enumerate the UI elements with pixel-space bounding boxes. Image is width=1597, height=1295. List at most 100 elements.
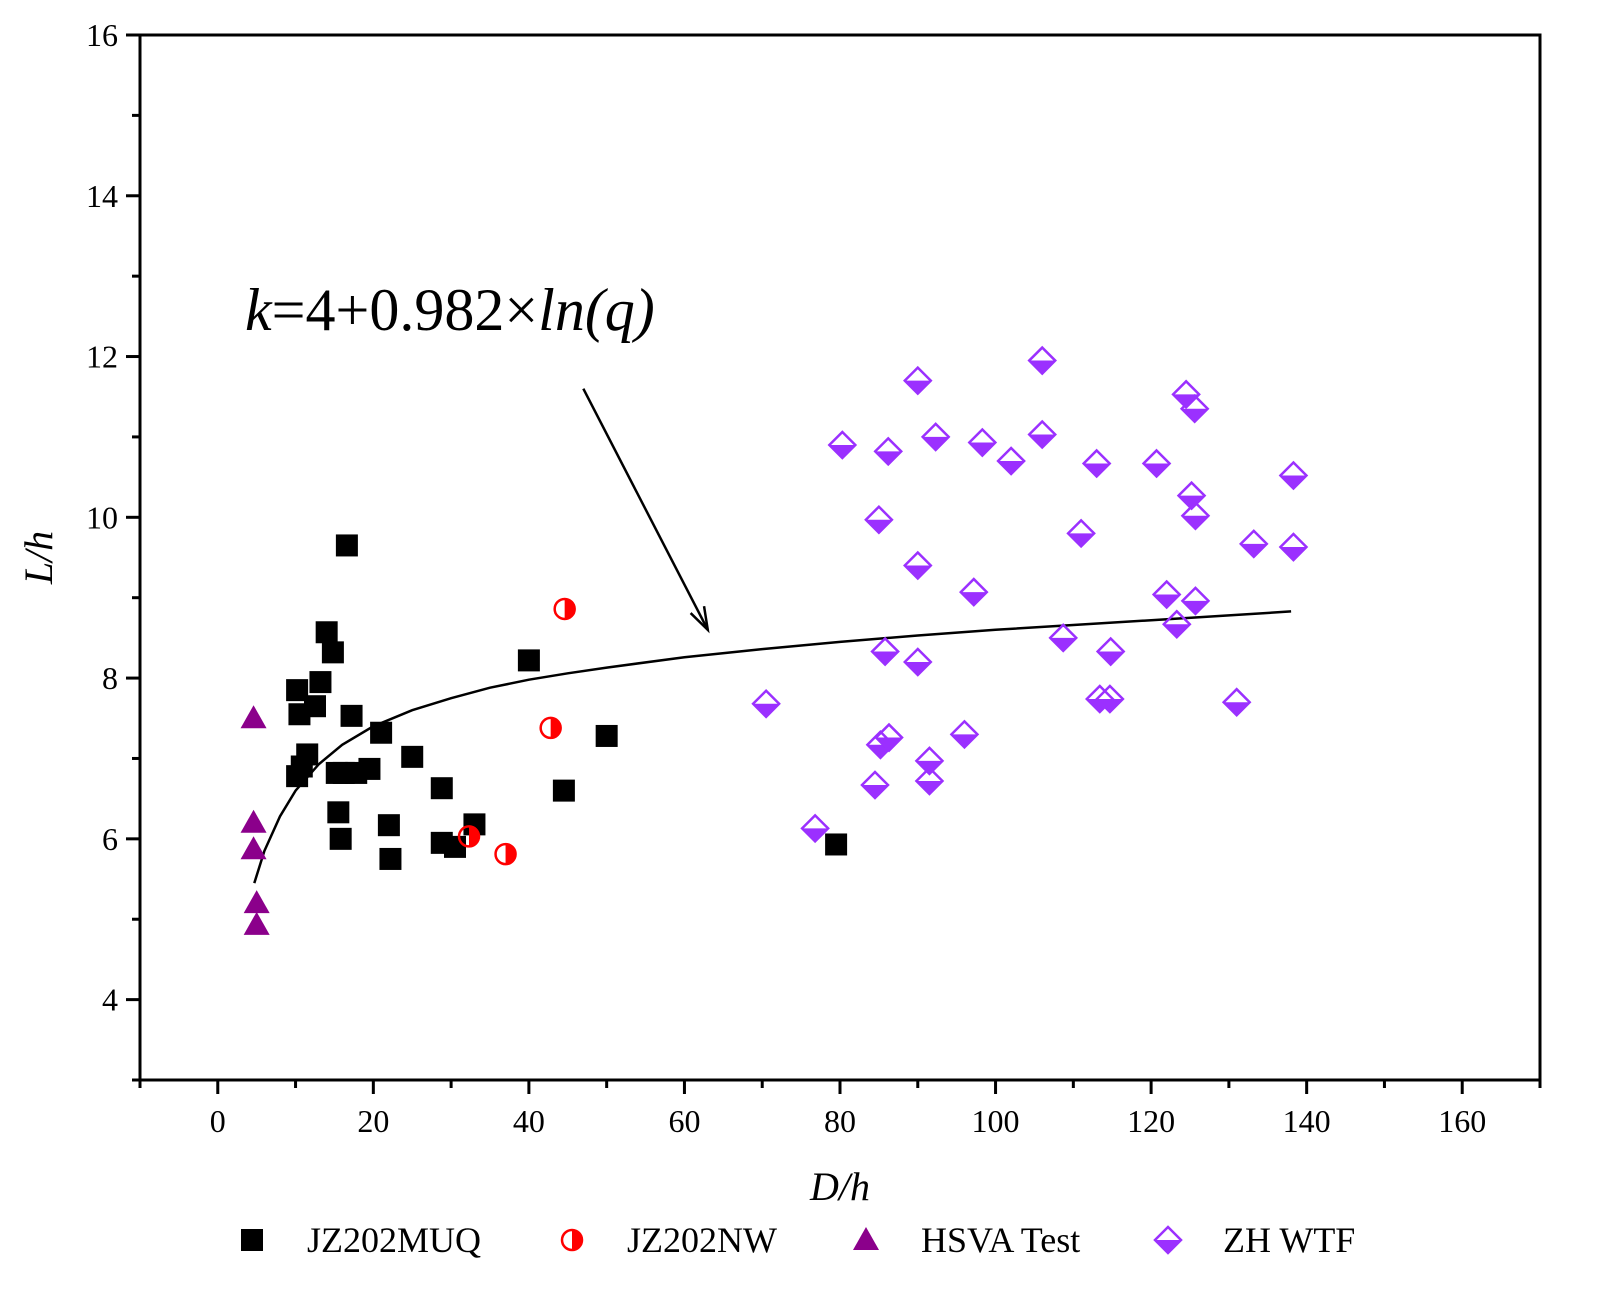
data-point [870,636,900,667]
x-tick-label: 120 [1127,1103,1175,1139]
data-point [444,835,466,858]
fit-equation-label: k=4+0.982×ln(q) [245,277,655,343]
data-point [1151,579,1182,610]
data-point [517,649,540,672]
data-point [864,504,894,535]
x-axis-title: D/h [809,1164,870,1209]
data-point [1141,448,1172,479]
data-point [539,716,562,740]
y-tick-label: 6 [102,821,118,857]
data-point [304,695,326,718]
legend-label: JZ202MUQ [307,1220,481,1260]
data-point [914,766,945,796]
data-point [329,827,352,850]
y-tick-label: 14 [86,178,118,214]
legend-marker [1153,1225,1183,1255]
annotation-arrow-line [582,388,709,631]
data-point [1066,518,1096,549]
series-hsva-test [240,705,270,935]
data-point [463,813,486,836]
data-point [996,446,1026,476]
data-point [327,801,350,824]
y-tick-label: 12 [86,339,118,375]
legend-item-jz202nw: JZ202NW [560,1220,777,1260]
data-point [873,436,903,467]
data-point [340,704,363,727]
data-point [1180,586,1211,616]
y-tick-label: 10 [86,499,118,535]
data-point [401,745,424,768]
axes: 0 20 40 60 80 100 120 140 160 4 6 8 10 12 14 16 D/h L/h [16,17,1542,1209]
data-point [240,705,267,729]
legend-marker [241,1229,263,1251]
data-point [1027,345,1057,376]
data-point [552,779,575,802]
data-point [949,719,980,750]
legend-item-zh-wtf: ZH WTF [1153,1220,1355,1260]
data-point [595,724,618,747]
x-tick-label: 0 [210,1103,226,1139]
data-point [296,743,319,766]
legend-label: JZ202NW [627,1220,777,1260]
data-point [1162,609,1192,639]
y-tick-label: 16 [86,17,118,53]
data-point [430,777,453,800]
data-point [1048,623,1078,653]
data-point [358,757,381,780]
annotation-layer: k=4+0.982×ln(q) [245,277,710,634]
data-point [751,689,781,719]
data-point [240,836,267,860]
series-jz202nw [457,597,576,866]
x-tick-label: 80 [824,1103,856,1139]
data-point [335,534,358,557]
data-point [825,833,848,856]
data-point [1081,448,1112,479]
data-point [286,679,309,702]
data-point [457,825,481,848]
data-point [1176,480,1207,511]
legend-marker [853,1227,879,1250]
data-point [903,550,933,581]
legend-item-hsva-test: HSVA Test [853,1220,1080,1260]
x-tick-label: 100 [972,1103,1020,1139]
data-point [553,597,576,621]
legend-item-jz202muq: JZ202MUQ [241,1220,481,1260]
y-tick-label: 4 [102,982,118,1018]
data-point [1027,419,1057,450]
data-point [315,621,338,644]
data-point [243,911,270,935]
data-point [243,890,270,914]
series-zh-wtf [751,345,1309,844]
data-point [860,770,890,800]
data-point [1278,460,1309,491]
data-point [1221,687,1252,717]
data-point [377,814,400,837]
data-point [827,430,858,460]
data-point [903,647,933,677]
annotation-arrowhead [689,605,710,634]
data-point [494,842,517,866]
series-jz202muq [286,534,848,870]
data-point [959,577,989,607]
data-point [967,427,998,458]
plot-frame [138,33,1542,1082]
data-point [800,813,830,844]
data-point [1239,529,1269,559]
data-point [1095,684,1125,714]
data-point [1179,394,1210,424]
x-tick-label: 140 [1283,1103,1331,1139]
x-tick-label: 20 [357,1103,389,1139]
data-point [1095,636,1126,667]
data-point [874,722,904,753]
data-point [914,746,945,776]
data-point [903,365,933,396]
x-tick-label: 60 [668,1103,700,1139]
x-tick-label: 160 [1438,1103,1486,1139]
legend: JZ202MUQ JZ202NW HSVA Test ZH WTF [241,1220,1355,1260]
y-tick-label: 8 [102,660,118,696]
data-point [379,847,402,870]
data-point [309,671,332,694]
data-point [1278,532,1309,562]
legend-label: HSVA Test [921,1220,1080,1260]
